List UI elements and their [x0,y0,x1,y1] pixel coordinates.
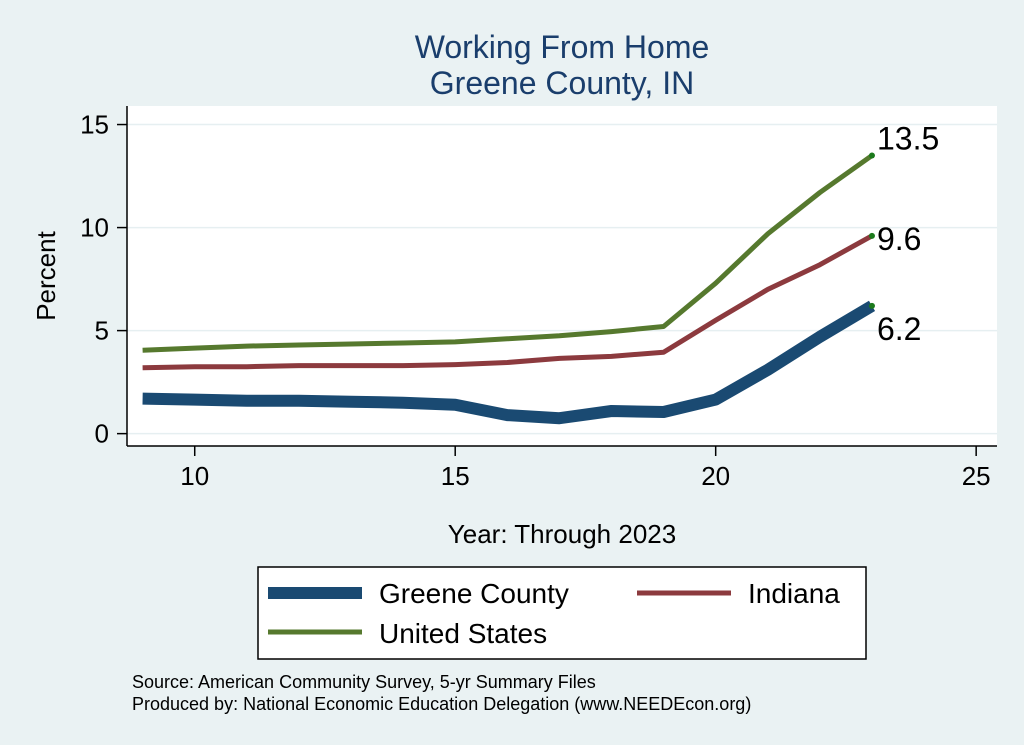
y-tick-label: 5 [95,316,109,346]
chart-subtitle: Greene County, IN [430,65,694,101]
source-note: Source: American Community Survey, 5-yr … [132,672,596,692]
y-tick-label: 10 [80,213,109,243]
end-point-united-states [868,152,875,159]
producer-note: Produced by: National Economic Education… [132,694,751,714]
grid-lines [127,123,997,435]
x-axis: 10 15 20 25 [127,445,997,491]
plot-area [127,106,997,446]
end-point-indiana [868,232,875,239]
x-tick-label: 10 [180,461,209,491]
series-line-indiana [142,233,874,371]
series-line-greene-county [142,300,876,425]
y-axis-title: Percent [31,230,61,320]
x-tick-label: 20 [701,461,730,491]
x-tick-label: 25 [962,461,991,491]
end-point-greene-county [868,302,875,309]
legend-label-united-states: United States [379,618,547,649]
x-tick-label: 15 [441,461,470,491]
chart-title: Working From Home [415,29,710,65]
series-lines [142,152,876,425]
y-tick-label: 0 [95,419,109,449]
legend: Greene County Indiana United States [257,566,867,660]
series-line-united-states [142,153,874,353]
legend-box [257,566,867,660]
y-axis: 0 5 10 15 [80,106,128,449]
end-label-indiana: 9.6 [877,221,921,257]
end-label-greene-county: 6.2 [877,311,921,347]
end-label-united-states: 13.5 [877,120,939,156]
x-axis-title: Year: Through 2023 [448,519,676,549]
end-labels: 13.5 9.6 6.2 [877,120,939,346]
legend-label-greene-county: Greene County [379,578,569,609]
y-tick-label: 15 [80,110,109,140]
legend-label-indiana: Indiana [748,578,840,609]
